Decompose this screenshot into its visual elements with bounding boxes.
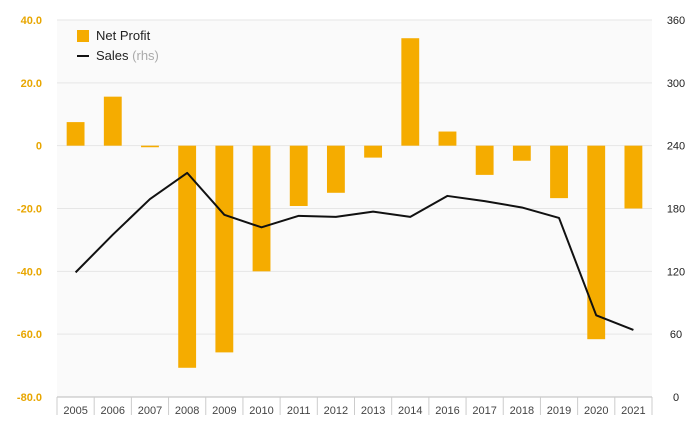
left-tick-label: 40.0 [21,15,42,27]
right-tick-label: 240 [667,141,685,153]
bar-net-profit-2014 [401,38,419,145]
left-tick-label: -60.0 [17,329,42,341]
x-tick-label: 2018 [510,405,534,417]
x-axis: 2005 2006 2007 2008 2009 2010 2011 2012 2013 2014… [57,397,652,417]
x-tick-label: 2020 [584,405,608,417]
bar-net-profit-2018 [513,146,531,161]
bar-net-profit-2011 [290,146,308,206]
bar-net-profit-2005 [67,122,85,146]
x-tick-label: 2010 [249,405,273,417]
x-tick-label: 2013 [361,405,385,417]
legend-sales-suffix: (rhs) [132,48,159,63]
bar-net-profit-2020 [587,146,605,340]
right-axis: 360 300 240 180 120 60 0 [667,15,685,404]
x-tick-label: 2007 [138,405,162,417]
left-tick-label: -40.0 [17,266,42,278]
x-tick-label: 2021 [621,405,645,417]
bar-net-profit-2012 [327,146,345,193]
bar-net-profit-2007 [141,146,159,148]
right-tick-label: 60 [670,329,682,341]
x-tick-label: 2005 [63,405,87,417]
bar-net-profit-2013 [364,146,382,158]
x-tick-label: 2014 [398,405,422,417]
left-tick-label: 20.0 [21,78,42,90]
x-tick-label: 2016 [435,405,459,417]
right-tick-label: 120 [667,266,685,278]
left-tick-label: -20.0 [17,204,42,216]
right-tick-label: 180 [667,204,685,216]
x-tick-label: 2019 [547,405,571,417]
x-tick-label: 2008 [175,405,199,417]
legend-sales-name: Sales [96,48,129,63]
right-tick-label: 360 [667,15,685,27]
legend-net-profit-label: Net Profit [96,28,151,43]
bar-net-profit-2016 [439,132,457,146]
legend-bar-swatch [77,30,89,42]
right-tick-label: 0 [673,392,679,404]
left-tick-label: -80.0 [17,392,42,404]
left-axis: 40.0 20.0 0 -20.0 -40.0 -60.0 -80.0 [17,15,42,404]
bar-net-profit-2021 [624,146,642,209]
x-tick-label: 2006 [101,405,125,417]
bar-net-profit-2019 [550,146,568,198]
x-tick-label: 2012 [324,405,348,417]
bar-net-profit-2010 [253,146,271,272]
bar-net-profit-2017 [476,146,494,175]
x-tick-label: 2009 [212,405,236,417]
bar-net-profit-2009 [215,146,233,353]
left-tick-label: 0 [36,141,42,153]
legend-sales-label: Sales (rhs) [96,48,159,63]
bar-net-profit-2006 [104,97,122,146]
x-tick-label: 2017 [472,405,496,417]
x-tick-label: 2011 [287,405,311,417]
right-tick-label: 300 [667,78,685,90]
